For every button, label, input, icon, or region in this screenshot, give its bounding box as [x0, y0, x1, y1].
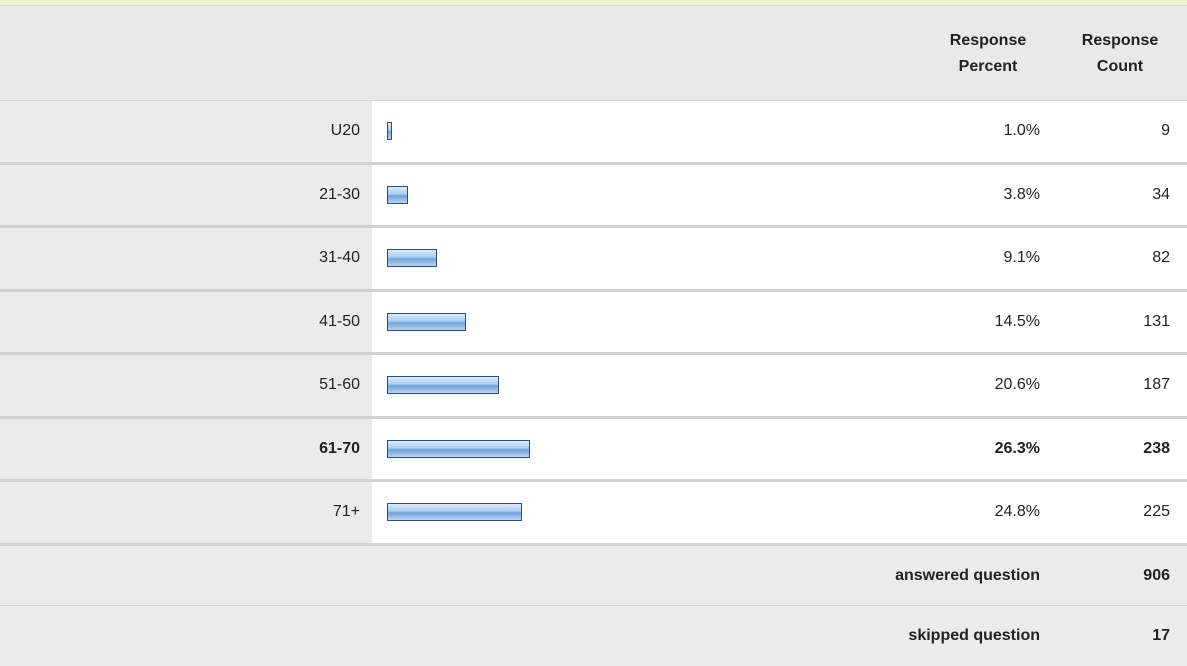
summary-label: skipped question	[908, 626, 1040, 644]
row-label-cell	[0, 482, 372, 543]
response-count: 238	[1143, 439, 1170, 457]
summary-label: answered question	[895, 566, 1040, 584]
summary-count: 17	[1152, 626, 1170, 644]
row-label-cell	[0, 228, 372, 289]
response-count: 187	[1143, 376, 1170, 394]
table-header: Response Percent Response Count	[0, 6, 1187, 101]
response-row: U20 1.0% 9	[0, 101, 1187, 165]
response-percent: 9.1%	[1003, 249, 1040, 267]
header-count: Response Count	[1081, 32, 1159, 75]
row-label: 51-60	[319, 376, 360, 394]
row-label-cell	[0, 355, 372, 416]
row-label: 61-70	[319, 439, 360, 457]
response-percent: 14.5%	[994, 312, 1040, 330]
bar	[387, 376, 500, 395]
response-count: 9	[1161, 122, 1170, 140]
response-row: 71+ 24.8% 225	[0, 482, 1187, 546]
response-count: 82	[1152, 249, 1170, 267]
response-count: 131	[1143, 312, 1170, 330]
row-label: 41-50	[319, 312, 360, 330]
row-label-cell	[0, 164, 372, 225]
bar	[387, 503, 522, 522]
row-label: 71+	[332, 503, 360, 521]
row-label: 31-40	[319, 249, 360, 267]
response-row: 61-70 26.3% 238	[0, 418, 1187, 482]
row-label-cell	[0, 418, 372, 479]
bar	[387, 312, 466, 331]
top-strip	[0, 0, 1187, 6]
bar	[387, 185, 408, 204]
bar	[387, 249, 437, 268]
summary-row: skipped question 17	[0, 605, 1187, 666]
response-row: 51-60 20.6% 187	[0, 355, 1187, 419]
row-label: U20	[330, 122, 360, 140]
header-percent: Response Percent	[949, 32, 1027, 75]
bar	[387, 439, 531, 458]
response-percent: 20.6%	[994, 376, 1040, 394]
response-percent: 24.8%	[994, 503, 1040, 521]
response-percent: 1.0%	[1003, 122, 1040, 140]
response-count: 34	[1152, 185, 1170, 203]
response-percent: 26.3%	[994, 439, 1040, 457]
row-label: 21-30	[319, 185, 360, 203]
bar	[387, 122, 393, 141]
response-percent: 3.8%	[1003, 185, 1040, 203]
response-row: 31-40 9.1% 82	[0, 228, 1187, 292]
summary-row: answered question 906	[0, 545, 1187, 606]
response-row: 21-30 3.8% 34	[0, 164, 1187, 228]
response-count: 225	[1143, 503, 1170, 521]
summary-count: 906	[1143, 566, 1170, 584]
row-label-cell	[0, 101, 372, 162]
response-row: 41-50 14.5% 131	[0, 291, 1187, 355]
row-label-cell	[0, 291, 372, 352]
